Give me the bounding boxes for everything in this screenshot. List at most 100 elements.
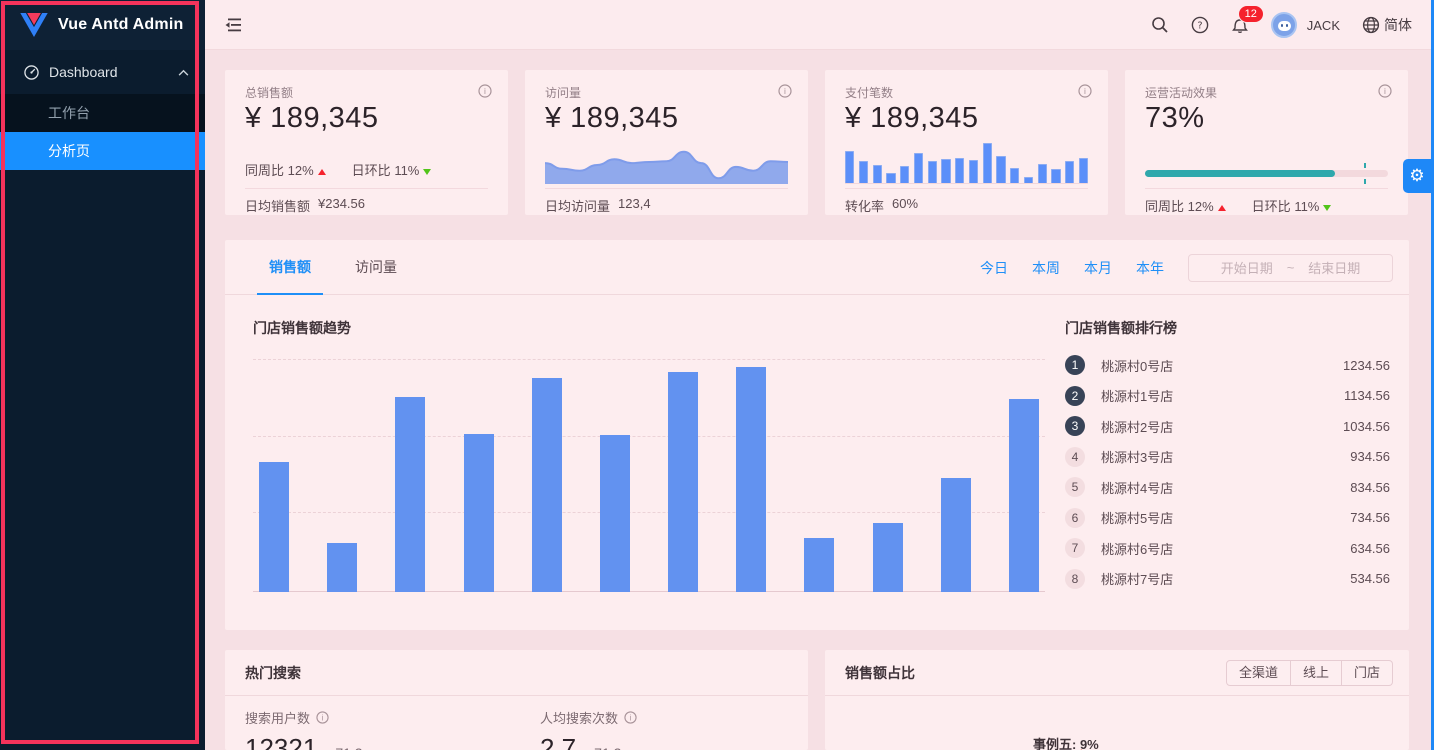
trend-row: 同周比 12% 日环比 11% [1145,196,1332,215]
date-range-picker[interactable]: 开始日期 ~ 结束日期 [1188,253,1393,282]
spark-bar [996,156,1006,183]
svg-text:i: i [1384,86,1386,96]
spark-bar [1065,161,1075,183]
tab-sales[interactable]: 销售额 [257,240,323,295]
store-name: 桃源村3号店 [1101,450,1174,466]
sales-bar [259,462,289,592]
spark-bar [913,153,923,183]
sales-bar-chart [253,352,1045,592]
rank-badge: 6 [1065,507,1085,528]
spark-bar [955,158,965,183]
footer-value: 123,4 [618,196,651,211]
store-name: 桃源村5号店 [1101,511,1174,527]
info-icon[interactable]: i [1078,84,1092,98]
metric-search-users: 搜索用户数 i 12321 71.2 [245,708,375,750]
metric-value: 12321 [245,733,318,750]
progress-target-marker [1363,179,1366,184]
rank-badge: 5 [1065,477,1085,498]
sales-bar [668,372,699,592]
spark-bar [1023,177,1033,183]
rank-badge: 7 [1065,538,1085,559]
spark-bar [1010,168,1020,183]
footer-label: 日均销售额 [245,199,311,214]
sidebar-item-workbench[interactable]: 工作台 [48,105,90,121]
settings-gear-button[interactable]: ⚙ [1403,159,1431,193]
footer-value: 60% [892,196,919,211]
sales-bar [599,435,630,592]
store-value: 734.56 [1350,510,1390,526]
spark-bar [968,160,978,183]
globe-icon [1362,16,1380,34]
menu-fold-icon[interactable] [225,16,243,34]
rank-badge: 8 [1065,568,1085,589]
button-online[interactable]: 线上 [1290,660,1342,686]
notifications-button[interactable]: 12 [1231,6,1263,34]
spark-bar [845,151,855,183]
store-name: 桃源村7号店 [1101,572,1174,588]
sales-ratio-panel: 销售额占比 全渠道 线上 门店 事例五: 9% [825,650,1409,750]
info-icon[interactable]: i [624,711,637,724]
tab-visits[interactable]: 访问量 [355,258,397,275]
divider [845,188,1088,189]
svg-text:i: i [322,713,324,722]
store-value: 534.56 [1350,571,1390,587]
panel-title: 热门搜索 [245,664,301,681]
channel-button-group: 全渠道 线上 门店 [1225,660,1393,686]
sales-bar [395,397,426,592]
notification-badge: 12 [1238,6,1263,22]
spark-bar [927,161,937,183]
quick-link-year[interactable]: 本年 [1136,259,1164,276]
stat-card-activity: 运营活动效果 i 73% 同周比 12% 日环比 11% [1125,70,1408,215]
ranking-list: 1 桃源村0号店 1234.56 2 桃源村1号店 1134.56 3 桃源村2号店 1034.… [1065,350,1390,594]
store-value: 1034.56 [1343,418,1390,434]
stat-card-total-sales: 总销售额 i ¥ 189,345 同周比 12% 日环比 11% 日均销售额 ¥2… [225,70,508,215]
language-switcher[interactable]: 简体 [1362,15,1412,35]
card-title: 访问量 [545,86,582,100]
card-title: 运营活动效果 [1145,86,1218,100]
ranking-row: 6 桃源村5号店 734.56 [1065,503,1390,534]
sales-bar [531,378,562,592]
info-icon[interactable]: i [778,84,792,98]
sales-bar [327,543,358,592]
caret-down-icon [423,169,432,175]
app-logo[interactable]: Vue Antd Admin [0,0,205,50]
settings-drawer-edge [1431,0,1434,750]
payments-bar-sparkline [845,143,1088,184]
ranking-row: 7 桃源村6号店 634.56 [1065,533,1390,564]
button-stores[interactable]: 门店 [1341,660,1393,686]
footer-label: 日均访问量 [545,199,611,214]
store-name: 桃源村0号店 [1101,358,1174,374]
trend-row: 同周比 12% 日环比 11% [245,160,432,179]
quick-link-week[interactable]: 本周 [1032,259,1060,276]
ranking-row: 3 桃源村2号店 1034.56 [1065,411,1390,442]
sidebar-item-analysis[interactable]: 分析页 [0,132,205,170]
tabs-bar: 销售额 访问量 今日 本周 本月 本年 开始日期 ~ 结束日期 [225,240,1409,295]
search-icon[interactable] [1151,16,1169,34]
progress-target-marker [1363,163,1366,168]
sales-bar [736,367,767,592]
card-value: ¥ 189,345 [845,102,979,134]
info-icon[interactable]: i [1378,84,1392,98]
caret-down-icon [1323,205,1332,211]
rank-badge: 4 [1065,446,1085,467]
card-title: 总销售额 [245,86,294,100]
svg-text:i: i [630,713,632,722]
info-icon[interactable]: i [316,711,329,724]
dashboard-icon [24,64,39,80]
metric-trend: 71.2 [335,745,374,750]
avatar[interactable] [1270,12,1297,38]
sidebar-item-dashboard[interactable]: Dashboard [0,50,205,94]
help-icon[interactable]: ? [1191,16,1209,34]
store-name: 桃源村2号店 [1101,419,1174,435]
spark-bar [1051,169,1061,183]
date-start-placeholder: 开始日期 [1220,261,1273,276]
store-value: 834.56 [1350,479,1390,495]
spark-bar [900,166,910,183]
spark-bar [982,143,992,183]
button-all-channels[interactable]: 全渠道 [1225,660,1291,686]
store-value: 1134.56 [1343,388,1390,404]
quick-link-today[interactable]: 今日 [980,259,1008,276]
user-name[interactable]: JACK [1306,17,1340,33]
quick-link-month[interactable]: 本月 [1084,259,1112,276]
info-icon[interactable]: i [478,84,492,98]
